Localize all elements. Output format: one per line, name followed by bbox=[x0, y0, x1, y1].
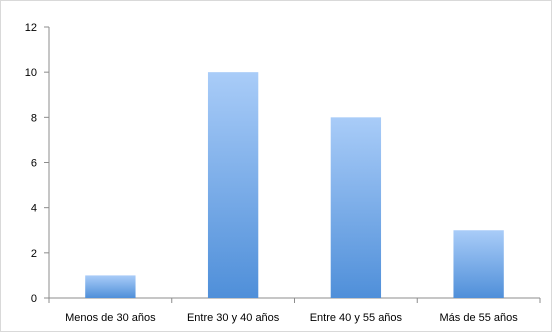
x-tick-label: Entre 30 y 40 años bbox=[187, 312, 280, 324]
y-tick-label: 10 bbox=[25, 67, 37, 79]
y-tick-label: 2 bbox=[31, 248, 37, 260]
bar-4 bbox=[453, 230, 504, 298]
bar-2 bbox=[207, 72, 259, 299]
y-axis: 0 2 4 6 8 10 12 bbox=[25, 22, 50, 305]
bar-chart: 0 2 4 6 8 10 12 Menos de 30 años Entre 30 y 40 … bbox=[25, 22, 541, 324]
x-tick-label: Entre 40 y 55 años bbox=[310, 312, 403, 324]
y-tick-label: 4 bbox=[31, 203, 37, 215]
y-tick-label: 12 bbox=[25, 22, 37, 34]
y-tick-label: 8 bbox=[31, 112, 37, 124]
bars bbox=[85, 72, 504, 299]
x-axis: Menos de 30 años Entre 30 y 40 años Entre … bbox=[48, 297, 541, 324]
y-tick-label: 0 bbox=[31, 293, 37, 305]
x-tick-label: Más de 55 años bbox=[439, 312, 518, 324]
bar-3 bbox=[330, 117, 382, 298]
bar-1 bbox=[85, 275, 136, 298]
x-tick-label: Menos de 30 años bbox=[65, 312, 156, 324]
y-tick-label: 6 bbox=[31, 158, 37, 170]
